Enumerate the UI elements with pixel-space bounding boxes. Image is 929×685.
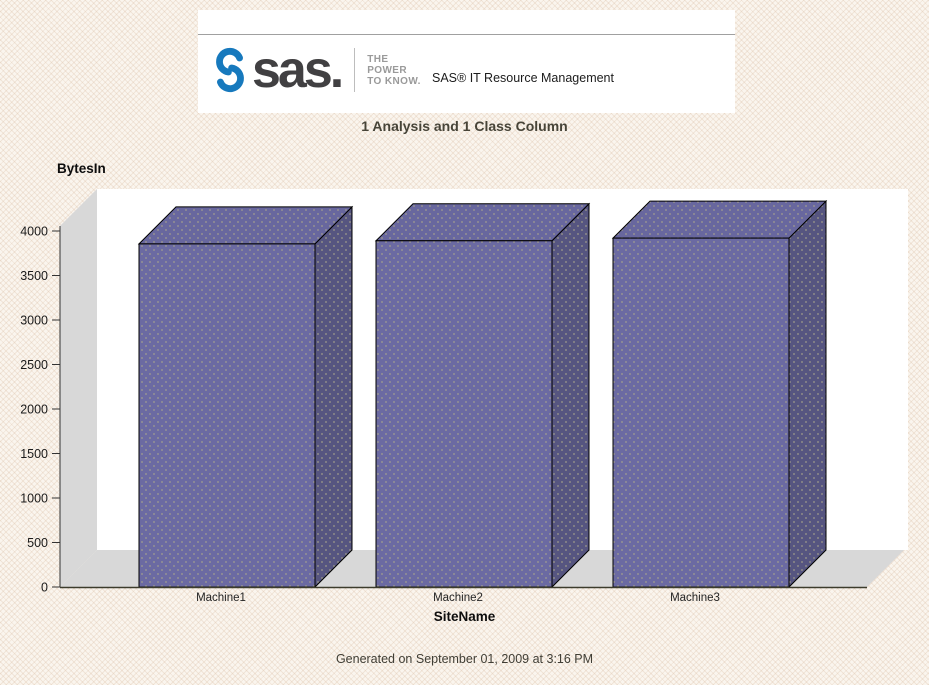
category-label: Machine2: [433, 592, 483, 604]
product-name: SAS® IT Resource Management: [432, 71, 614, 85]
bar-side-face: [788, 199, 827, 589]
bar-machine1: [137, 205, 354, 589]
sas-tagline: THE POWER TO KNOW.: [367, 54, 421, 87]
bar-machine3: [611, 199, 828, 589]
category-label: Machine1: [196, 592, 246, 604]
bar-machine2: [374, 202, 591, 589]
tagline-line: POWER: [367, 64, 407, 76]
report-header: sas. THE POWER TO KNOW. SAS® IT Resource…: [198, 10, 735, 113]
sas-wordmark: sas.: [252, 40, 344, 99]
sas-swirl-icon: [216, 47, 244, 93]
generated-timestamp: Generated on September 01, 2009 at 3:16 …: [335, 652, 594, 666]
y-tick-label: 1000: [20, 492, 48, 506]
header-divider-line: [198, 34, 735, 35]
category-label: Machine3: [670, 592, 720, 604]
bar-top-face: [611, 200, 828, 239]
bar-top-face: [137, 206, 354, 245]
y-tick-label: 3000: [20, 314, 48, 328]
bar-front-face: [612, 237, 790, 588]
y-tick-label: 1500: [20, 447, 48, 461]
y-tick-label: 3500: [20, 269, 48, 283]
logo-divider: [354, 48, 356, 92]
y-tick-label: 4000: [20, 225, 48, 239]
chart-left-wall: [60, 189, 97, 587]
y-tick-label: 500: [27, 536, 48, 550]
bar-side-face: [314, 205, 353, 589]
tagline-line: THE: [367, 53, 389, 65]
sas-logo: sas. THE POWER TO KNOW.: [210, 44, 421, 96]
bar-top-face: [374, 203, 591, 242]
tagline-line: TO KNOW.: [367, 75, 421, 87]
x-axis-title: SiteName: [433, 609, 496, 624]
page-title: 1 Analysis and 1 Class Column: [361, 118, 568, 134]
y-tick-label: 2000: [20, 403, 48, 417]
bar-side-face: [551, 202, 590, 589]
bar-front-face: [138, 243, 316, 588]
y-tick-label: 0: [41, 581, 48, 595]
y-tick-label: 2500: [20, 358, 48, 372]
y-axis-title: BytesIn: [57, 161, 106, 176]
bar-front-face: [375, 240, 553, 588]
